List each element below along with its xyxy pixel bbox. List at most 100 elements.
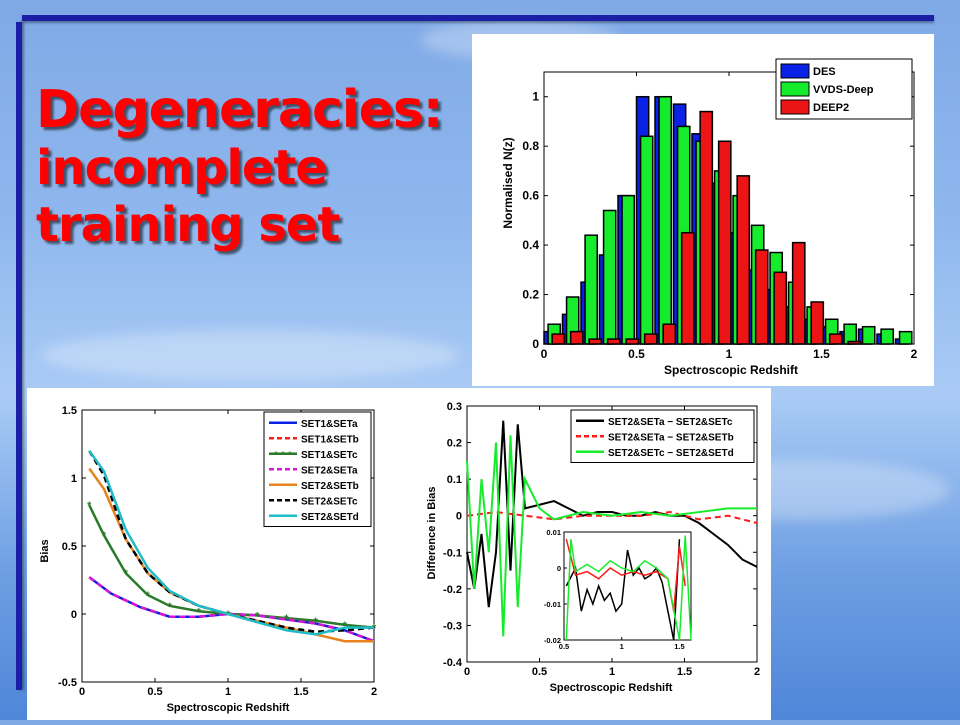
chart-3-ylabel: Difference in Bias [426,487,438,580]
chart-1-ylabel: Normalised N(z) [501,137,515,228]
chart-1-xtick-label: 0.5 [628,347,645,361]
histogram-bar [791,241,806,345]
chart-2-legend-label: SET1&SETb [301,434,359,445]
chart-3-xtick-label: 0 [464,666,470,678]
chart-1-xtick-label: 1 [726,347,733,361]
chart-1-legend-label: VVDS-Deep [813,84,874,96]
bias-series-marker: * [167,601,172,613]
chart-1-ytick-label: 0 [532,337,539,351]
bias-series-marker: * [313,616,318,628]
difference-series-line [466,420,758,608]
histogram-bar [662,323,677,345]
histogram-bar [754,249,769,345]
histogram-bar [602,209,617,345]
chart-3-xtick-label: 1.5 [677,666,692,678]
chart-2-legend-label: SET2&SETb [301,481,359,492]
chart-3-legend-label: SET2&SETa − SET2&SETb [608,432,734,443]
title-line-1: Degeneracies: [36,80,444,140]
chart-2-ytick-label: 0.5 [62,541,77,553]
inset-ytick-label: 0 [557,564,561,573]
difference-series-line [466,435,757,637]
histogram-bar [588,338,603,345]
histogram-bar [639,135,654,345]
chart-2-ytick-label: 1 [71,473,77,485]
bias-series-marker: * [102,530,107,542]
chart-2-ylabel: Bias [39,539,51,562]
chart-2-xtick-label: 1 [225,686,231,698]
top-rule [22,15,934,21]
chart-2-legend-marker: * [281,450,285,461]
histogram-bar [717,140,732,345]
histogram-bar [621,194,636,345]
histogram-panel: 0 0.5 1 1.5 2 0 0.2 0.4 0.6 0.8 1 DES VVDS-Deep DEEP2… [472,34,934,386]
histogram-bar [847,340,862,345]
histogram-bar [625,338,640,345]
histogram-bar [861,325,876,345]
chart-1-xtick-label: 1.5 [813,347,830,361]
chart-2-legend-label: SET1&SETc [301,450,358,461]
chart-2-legend-marker: * [288,450,292,461]
chart-1-ytick-label: 0.2 [522,288,539,302]
chart-1-ytick-label: 0.8 [522,139,539,153]
chart-3-ytick-label: 0 [456,511,462,523]
histogram-bar [643,333,658,345]
bias-series-marker: * [255,610,260,622]
histogram-bar [828,333,843,345]
chart-3-xlabel: Spectroscopic Redshift [550,682,673,694]
chart-1-legend-label: DES [813,66,836,78]
bias-series-line [88,450,374,636]
chart-3-xtick-label: 1 [609,666,615,678]
inset-series-line [565,535,692,641]
chart-2-legend-label: SET2&SETd [301,512,359,523]
inset-xtick-label: 0.5 [559,642,569,651]
histogram-bar [699,110,714,345]
chart-1-xtick-label: 0 [541,347,548,361]
histogram-bar [736,175,751,345]
inset-xtick-label: 1.5 [674,642,684,651]
bias-panel: 0 0.5 1 1.5 2 -0.5 0 0.5 1 1.5 * * * * * * * * * * * * SET1&SE… [27,388,389,720]
chart-1-legend-swatch [780,81,810,97]
chart-2-xtick-label: 0 [79,686,85,698]
inset-series-line [565,539,681,641]
histogram-bar [898,330,913,345]
bias-series-marker: * [284,613,289,625]
chart-2-xtick-label: 0.5 [147,686,162,698]
inset-xtick-label: 1 [620,642,624,651]
chart-2-ytick-label: 0 [71,609,77,621]
inset-ytick-label: 0.01 [546,528,561,537]
chart-2-legend-label: SET2&SETa [301,465,358,476]
histogram-bar [569,330,584,345]
bias-series-marker: * [343,620,348,632]
histogram-bar [658,95,673,345]
inset-ytick-label: -0.02 [544,636,561,645]
chart-1-legend-swatch [780,99,810,115]
chart-3-ytick-label: -0.1 [443,547,462,559]
chart-2-legend-marker: * [274,450,278,461]
chart-2-ytick-label: -0.5 [58,677,77,689]
bias-series-marker: * [372,623,377,635]
histogram-bar [680,231,695,345]
chart-1-legend-swatch [780,63,810,79]
chart-3-ytick-label: -0.3 [443,620,462,632]
bias-series-marker: * [197,606,202,618]
title-line-2: incomplete [36,140,328,196]
chart-3-ytick-label: 0.2 [447,438,462,450]
difference-chart: 0 0.5 1 1.5 2 -0.4 -0.3 -0.2 -0.1 0 0.1 0.2 0.3 SET2&… [426,401,760,694]
chart-1-legend-label: DEEP2 [813,102,849,114]
chart-2-ytick-label: 1.5 [62,405,77,417]
histogram-bar [880,328,895,345]
chart-2-xtick-label: 2 [371,686,377,698]
chart-1-ytick-label: 0.6 [522,189,539,203]
chart-1-xlabel: Spectroscopic Redshift [664,363,798,377]
histogram-bar [584,234,599,345]
chart-3-ytick-label: -0.4 [443,657,463,669]
chart-3-ytick-label: -0.2 [443,584,462,596]
chart-3-ytick-label: 0.3 [447,401,462,413]
inset-frame [563,531,692,641]
chart-2-legend-label: SET2&SETc [301,496,358,507]
background-streak [40,330,460,380]
chart-3-ytick-label: 0.1 [447,474,462,486]
chart-3-xtick-label: 0.5 [532,666,547,678]
histogram-bar [810,301,825,345]
chart-1-ytick-label: 1 [532,90,539,104]
